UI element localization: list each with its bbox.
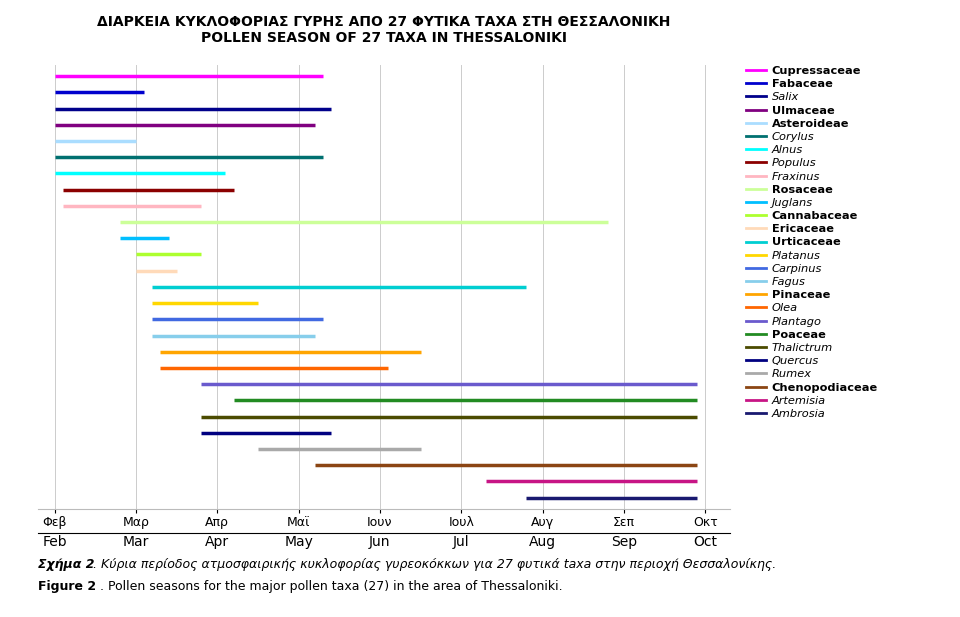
Text: Figure 2: Figure 2 — [38, 580, 97, 593]
Text: ΔΙΑΡΚΕΙΑ ΚΥΚΛΟΦΟΡΙΑΣ ΓΥΡΗΣ ΑΠΟ 27 ΦΥΤΙΚΑ ΤΑΧΑ ΣΤΗ ΘΕΣΣΑΛΟΝΙΚΗ: ΔΙΑΡΚΕΙΑ ΚΥΚΛΟΦΟΡΙΑΣ ΓΥΡΗΣ ΑΠΟ 27 ΦΥΤΙΚΑ… — [97, 15, 671, 30]
Text: POLLEN SEASON OF 27 TAXA IN THESSALONIKI: POLLEN SEASON OF 27 TAXA IN THESSALONIKI — [201, 31, 567, 45]
Text: Σχήμα 2: Σχήμα 2 — [38, 558, 95, 571]
Legend: Cupressaceae, Fabaceae, Salix, Ulmaceae, Asteroideae, Corylus, Alnus, Populus, F: Cupressaceae, Fabaceae, Salix, Ulmaceae,… — [746, 66, 878, 419]
Text: . Pollen seasons for the major pollen taxa (27) in the area of Thessaloniki.: . Pollen seasons for the major pollen ta… — [100, 580, 563, 593]
Text: . Κύρια περίοδος ατμοσφαιρικής κυκλοφορίας γυρεοκόκκων για 27 φυτικά taxa στην π: . Κύρια περίοδος ατμοσφαιρικής κυκλοφορί… — [93, 558, 777, 571]
